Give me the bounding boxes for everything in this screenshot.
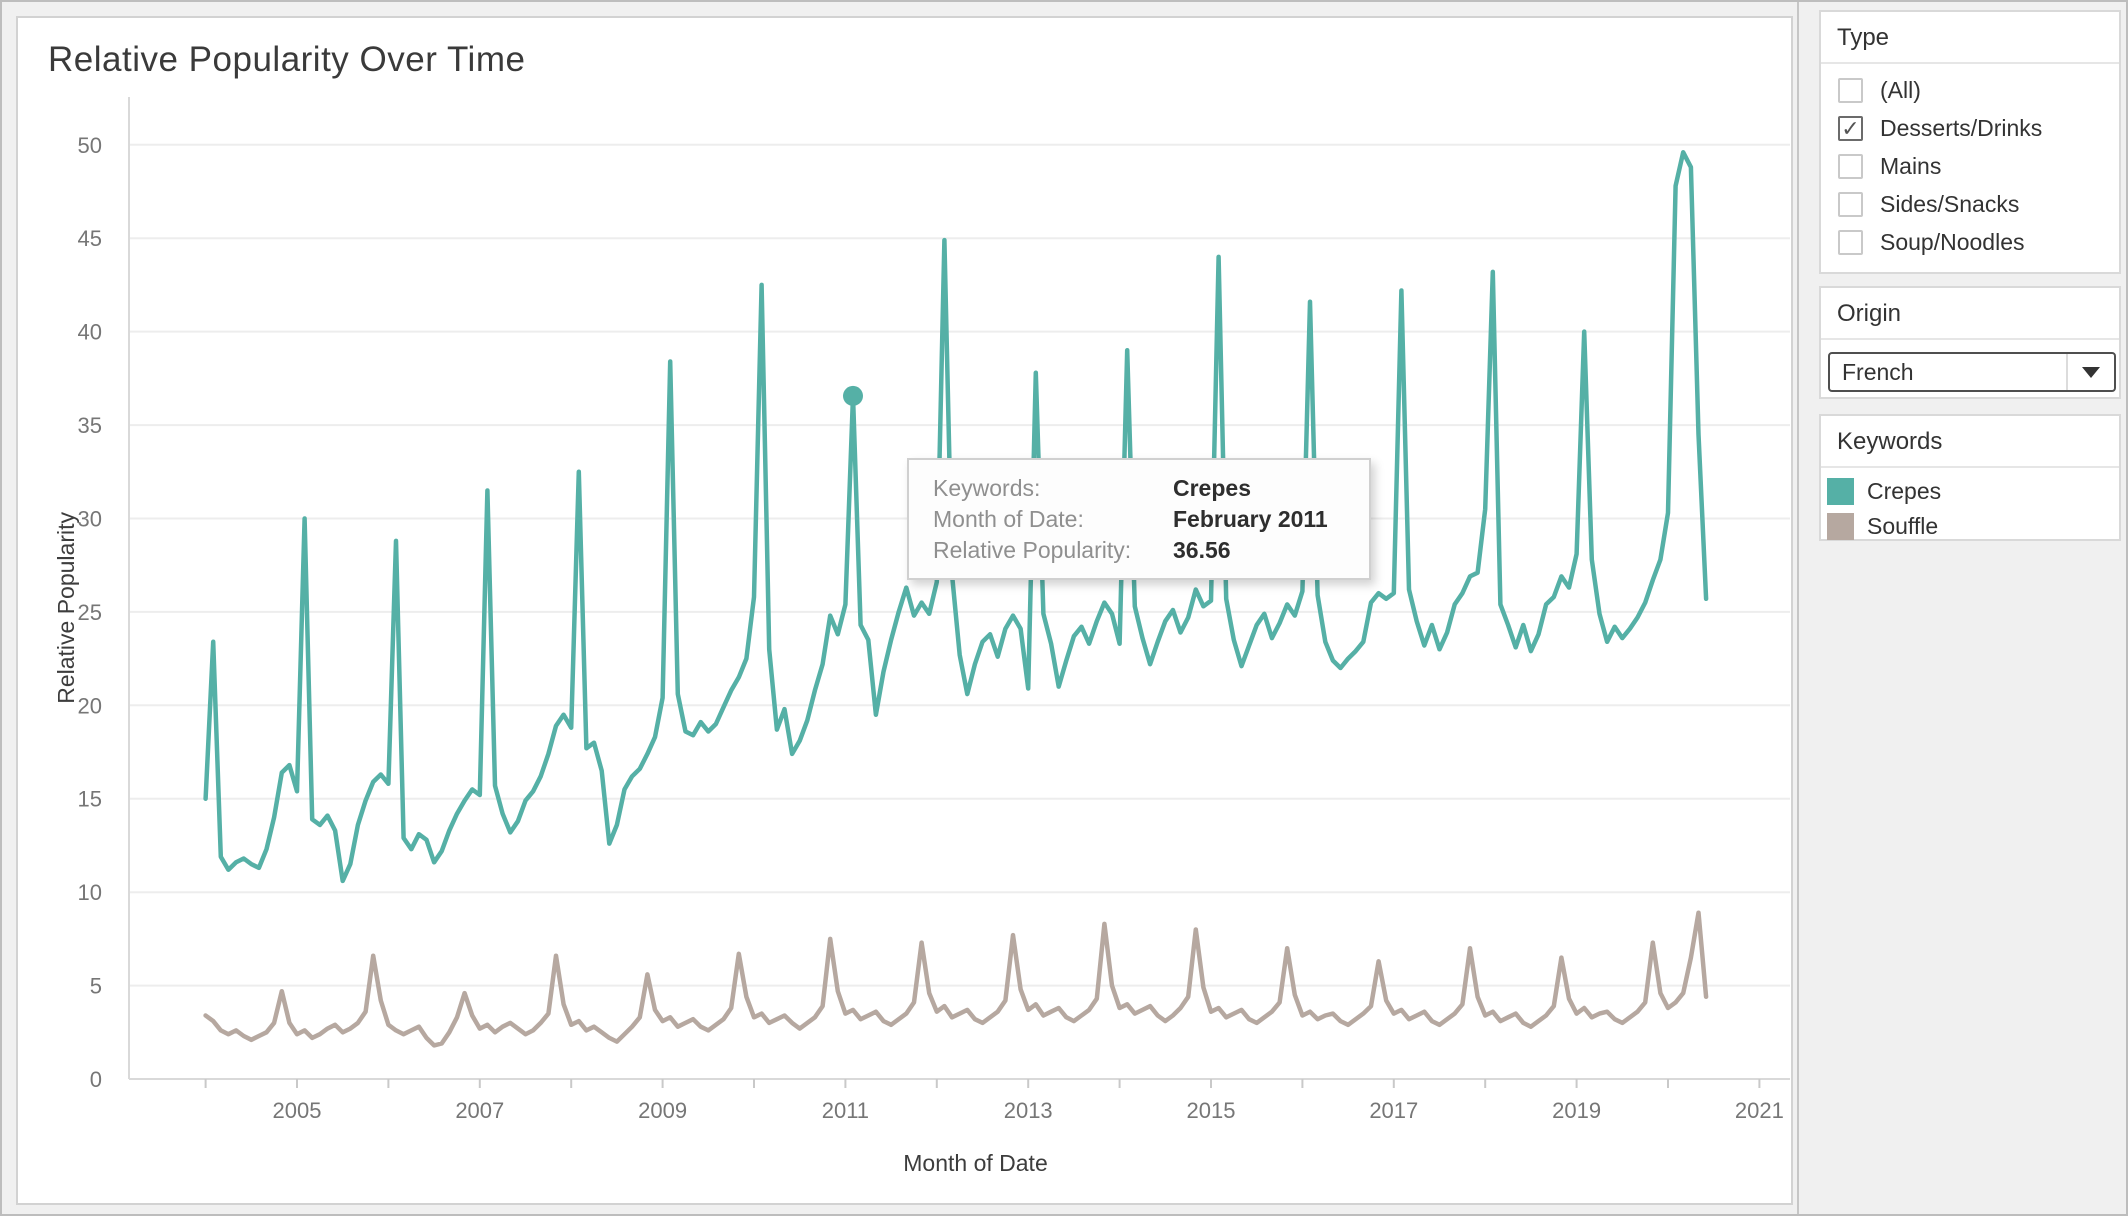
keywords-legend-list: Crepes Souffle: [1821, 468, 2119, 544]
tooltip: Keywords: Crepes Month of Date: February…: [907, 458, 1371, 580]
x-axis-title: Month of Date: [903, 1150, 1048, 1176]
type-option-label: Sides/Snacks: [1880, 190, 2020, 217]
svg-text:40: 40: [78, 320, 102, 345]
tooltip-value: Crepes: [1173, 475, 1251, 501]
filter-sidebar: Type (All) ✓ Desserts/Drinks Mains Sides…: [1797, 2, 2126, 1214]
type-option-all[interactable]: (All): [1821, 71, 2119, 109]
checkbox-icon[interactable]: [1838, 229, 1863, 255]
legend-item-crepes[interactable]: Crepes: [1821, 474, 2119, 509]
origin-filter-title: Origin: [1821, 288, 2119, 340]
checkbox-icon[interactable]: ✓: [1838, 115, 1863, 141]
type-option-mains[interactable]: Mains: [1821, 147, 2119, 185]
type-option-sides-snacks[interactable]: Sides/Snacks: [1821, 185, 2119, 223]
svg-text:2017: 2017: [1369, 1098, 1418, 1123]
svg-text:50: 50: [78, 133, 102, 158]
chart-title: Relative Popularity Over Time: [48, 40, 526, 79]
origin-dropdown[interactable]: French: [1828, 352, 2116, 392]
legend-label: Souffle: [1867, 513, 1939, 539]
svg-text:35: 35: [78, 413, 102, 438]
svg-text:2011: 2011: [822, 1098, 869, 1123]
svg-text:0: 0: [90, 1067, 102, 1092]
svg-text:20: 20: [78, 693, 102, 718]
tooltip-label: Relative Popularity:: [933, 537, 1132, 563]
type-option-desserts-drinks[interactable]: ✓ Desserts/Drinks: [1821, 109, 2119, 147]
svg-text:25: 25: [78, 600, 102, 625]
svg-text:2019: 2019: [1552, 1098, 1601, 1123]
svg-text:2005: 2005: [273, 1098, 322, 1123]
legend-item-souffle[interactable]: Souffle: [1821, 509, 2119, 544]
svg-text:10: 10: [78, 880, 102, 905]
legend-label: Crepes: [1867, 478, 1942, 504]
keywords-legend-title: Keywords: [1821, 416, 2119, 468]
svg-text:2007: 2007: [455, 1098, 504, 1123]
chevron-down-icon[interactable]: [2066, 354, 2114, 390]
type-option-label: Mains: [1880, 152, 1942, 179]
tooltip-value: 36.56: [1173, 537, 1231, 563]
tooltip-label: Month of Date:: [933, 506, 1084, 532]
checkbox-icon[interactable]: [1838, 153, 1863, 179]
type-option-label: Desserts/Drinks: [1880, 114, 2043, 141]
type-filter-title: Type: [1821, 12, 2119, 64]
tooltip-row: Keywords: Crepes: [933, 473, 1369, 504]
checkbox-icon[interactable]: [1838, 191, 1863, 217]
type-option-label: Soup/Noodles: [1880, 228, 2025, 255]
chart-panel: Relative Popularity Over Time Relative P…: [16, 16, 1793, 1205]
svg-text:2013: 2013: [1004, 1098, 1053, 1123]
svg-text:30: 30: [78, 507, 102, 532]
svg-text:2015: 2015: [1187, 1098, 1236, 1123]
type-option-soup-noodles[interactable]: Soup/Noodles: [1821, 223, 2119, 261]
type-filter-card: Type (All) ✓ Desserts/Drinks Mains Sides…: [1819, 10, 2121, 274]
origin-filter-card: Origin French: [1819, 286, 2121, 399]
svg-text:15: 15: [78, 787, 102, 812]
svg-text:45: 45: [78, 226, 102, 251]
keywords-legend-card: Keywords Crepes Souffle: [1819, 414, 2121, 541]
tooltip-label: Keywords:: [933, 475, 1041, 501]
type-option-label: (All): [1880, 76, 1921, 103]
tooltip-value: February 2011: [1173, 506, 1328, 532]
type-filter-options: (All) ✓ Desserts/Drinks Mains Sides/Snac…: [1821, 64, 2119, 261]
svg-text:5: 5: [90, 974, 102, 999]
checkbox-icon[interactable]: [1838, 77, 1863, 103]
tooltip-row: Month of Date: February 2011: [933, 504, 1369, 535]
svg-text:2009: 2009: [638, 1098, 687, 1123]
legend-swatch-souffle: [1827, 513, 1854, 540]
origin-dropdown-value: French: [1842, 358, 1914, 385]
svg-text:2021: 2021: [1735, 1098, 1784, 1123]
legend-swatch-crepes: [1827, 478, 1854, 505]
tooltip-row: Relative Popularity: 36.56: [933, 535, 1369, 566]
